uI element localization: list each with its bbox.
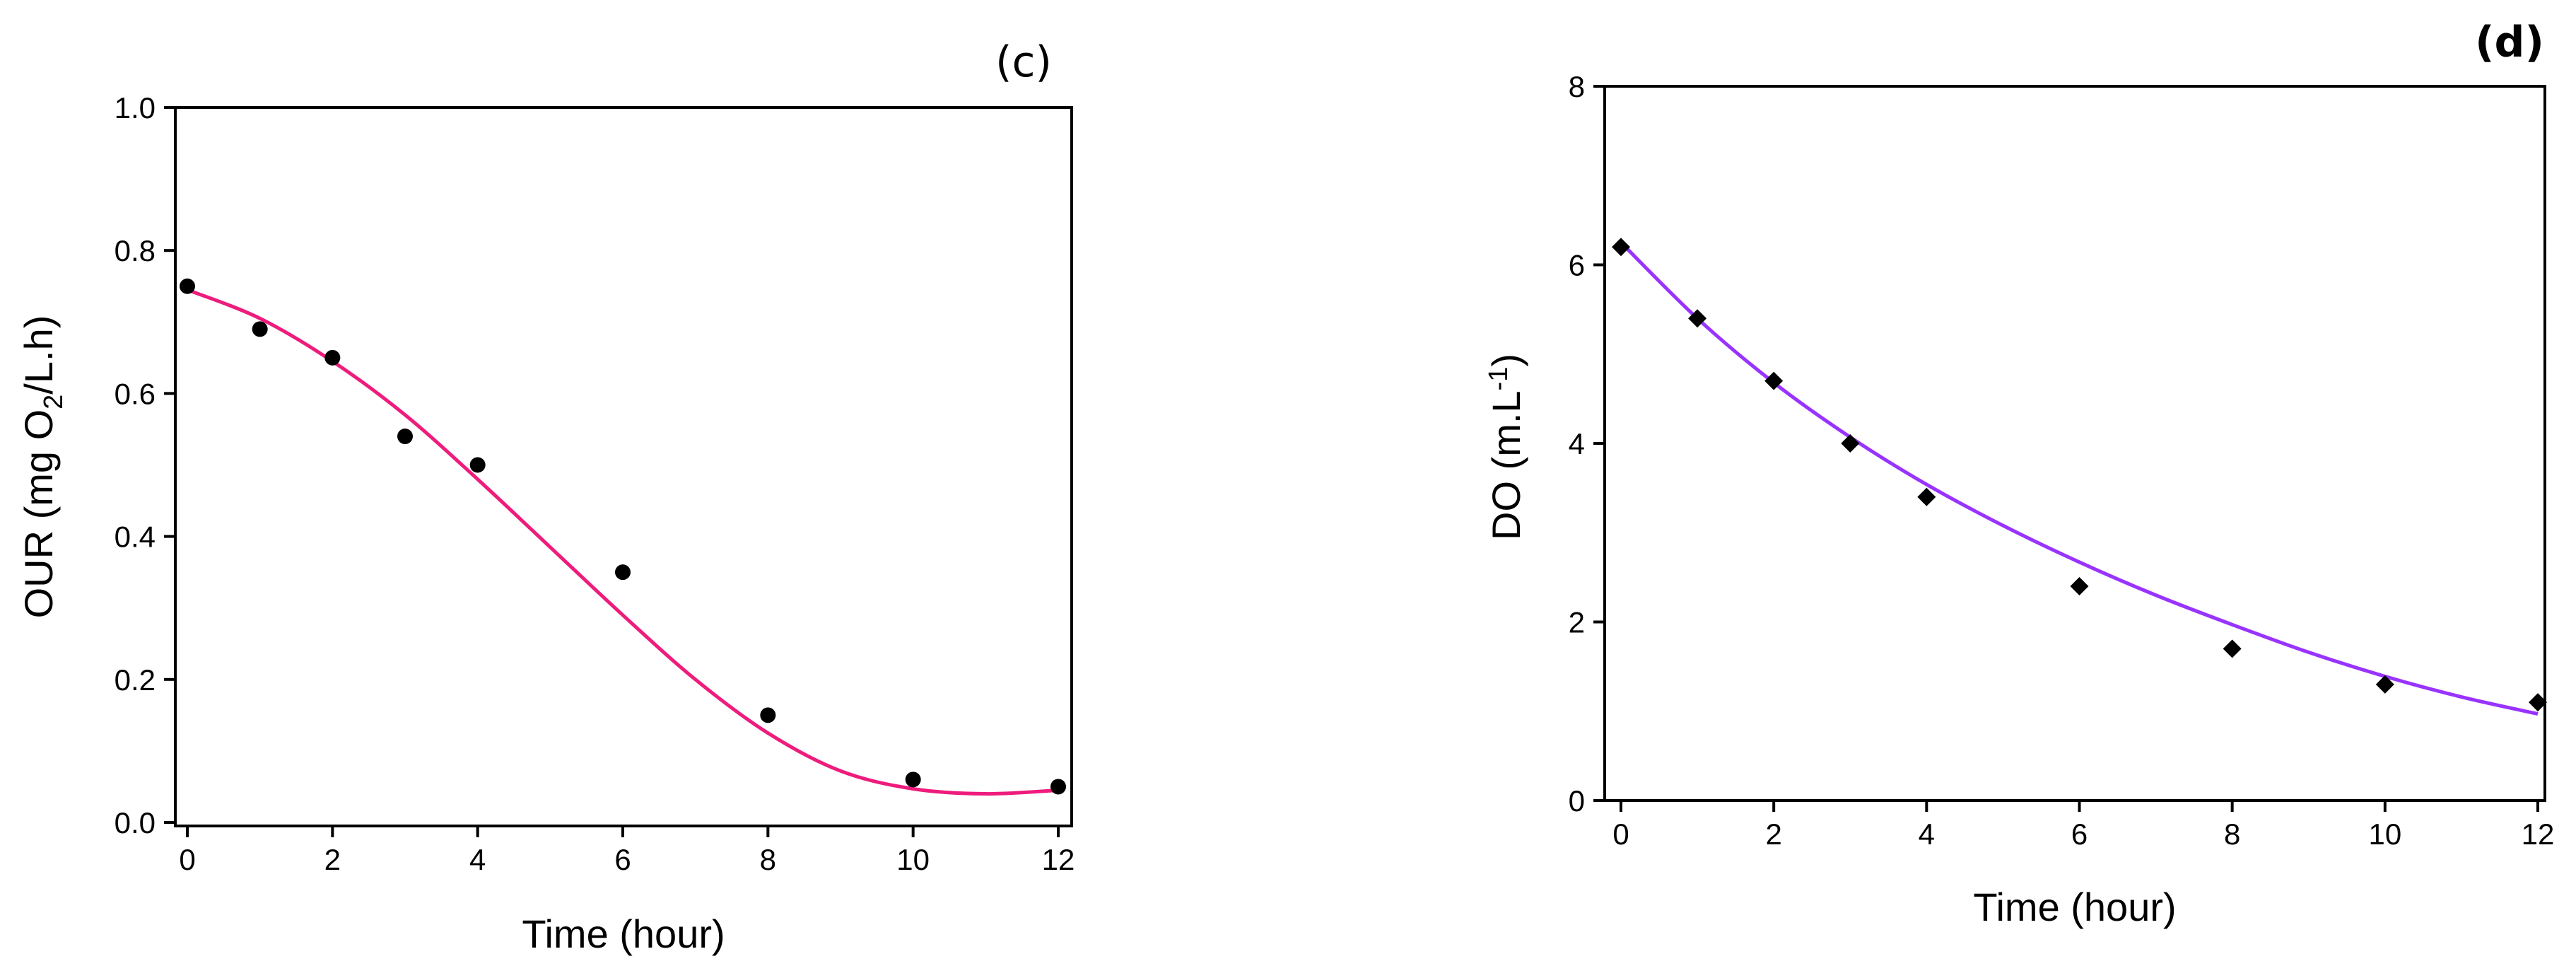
data-point [469,457,486,473]
data-point [1917,487,1936,506]
panel-c-chart: (c) 0 2 4 6 8 10 12 0.0 0.2 0.4 0.6 0.8 1.0 Time (ho… [16,37,1075,956]
y-tick-label: 2 [1569,606,1585,639]
data-point [2529,693,2547,712]
x-tick-label: 0 [1612,817,1629,851]
panel-d-ticks: 0 2 4 6 8 10 12 0 2 4 6 8 [1569,70,2555,851]
panel-c-ticks: 0 2 4 6 8 10 12 0.0 0.2 0.4 0.6 0.8 1.0 [115,91,1075,876]
data-point [324,349,341,366]
panel-c-data-points [180,278,1066,795]
x-tick-label: 4 [469,843,486,876]
x-tick-label: 4 [1919,817,1935,851]
fit-line [187,288,1059,796]
x-tick-label: 8 [2224,817,2240,851]
y-tick-label: 8 [1569,70,1585,103]
y-tick-label: 0.6 [115,377,156,410]
y-tick-label: 0.4 [115,520,156,554]
data-point [180,278,195,294]
panel-c-fit-curve [187,288,1059,796]
data-point [615,564,631,581]
data-point [1612,238,1630,257]
panel-c-y-title-end: /L.h) [16,315,61,395]
panel-c-plot-frame [174,106,1073,827]
x-tick-label: 8 [760,843,776,876]
data-point [2375,675,2394,694]
data-point [2070,577,2089,595]
panel-d-label: (d) [2475,18,2544,67]
y-tick-label: 0.8 [115,234,156,267]
panel-d-chart: (d) 0 2 4 6 8 10 12 0 2 4 6 8 Time (hour) DO (m.L-1… [1484,18,2554,929]
y-tick-label: 0 [1569,784,1585,817]
panel-d-y-axis-title: DO (m.L-1) [1484,354,1528,540]
panel-c-label: (c) [995,37,1052,87]
panel-d-y-title-superscript: -1 [1484,367,1514,391]
x-tick-label: 2 [324,843,341,876]
x-tick-label: 2 [1765,817,1781,851]
panel-c-y-axis-title: OUR (mg O2/L.h) [16,315,69,619]
panel-d-y-title-main: DO (m.L [1484,390,1528,540]
y-tick-label: 0.0 [115,806,156,839]
data-point [760,707,776,723]
panel-d-x-axis-title: Time (hour) [1973,885,2176,929]
x-tick-label: 12 [1042,843,1075,876]
y-tick-label: 0.2 [115,663,156,697]
y-tick-label: 4 [1569,427,1585,460]
data-point [1050,779,1066,795]
panel-d-plot-frame [1603,85,2546,802]
x-tick-label: 10 [896,843,930,876]
x-tick-label: 6 [614,843,631,876]
y-tick-label: 1.0 [115,91,156,124]
data-point [905,772,921,788]
data-point [2223,639,2242,658]
fit-line [1620,241,2539,716]
x-tick-label: 6 [2071,817,2088,851]
panel-d-data-points [1612,238,2547,712]
data-point [1688,309,1707,328]
data-point [1841,434,1860,453]
x-tick-label: 12 [2522,817,2555,851]
data-point [1764,371,1784,390]
y-tick-label: 6 [1569,249,1585,282]
panel-d-fit-curve [1620,241,2539,716]
panel-c-y-title-subscript: 2 [39,395,69,409]
data-point [397,429,413,445]
x-tick-label: 10 [2368,817,2401,851]
panel-c-x-axis-title: Time (hour) [522,912,725,956]
data-point [252,321,268,337]
panel-c-y-title-main: OUR (mg O [16,409,61,619]
x-tick-label: 0 [179,843,195,876]
panel-d-y-title-end: ) [1484,354,1528,367]
